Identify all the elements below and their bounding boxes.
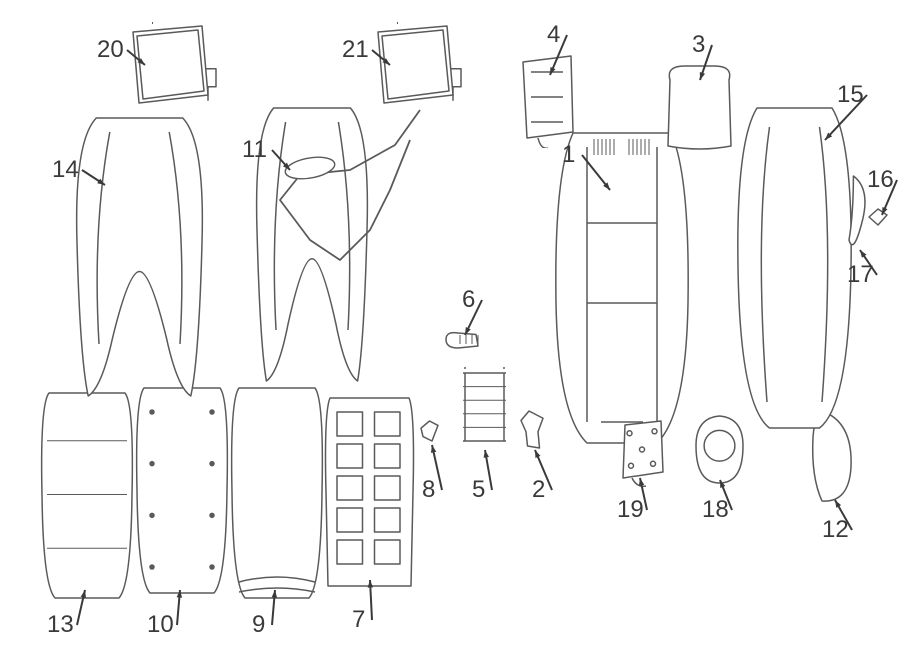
seat-back-pad — [132, 382, 238, 603]
clip — [417, 417, 448, 451]
callout-label-18: 18 — [702, 496, 729, 524]
callout-label-8: 8 — [422, 476, 435, 504]
lumbar-grid — [457, 367, 518, 453]
lumbar-motor — [442, 327, 488, 358]
control-module-left — [127, 22, 218, 113]
seat-back-foam — [227, 382, 333, 608]
seat-back-shell — [72, 112, 213, 408]
control-module-right — [372, 22, 463, 113]
callout-label-5: 5 — [472, 476, 485, 504]
seat-back-frame — [552, 127, 698, 453]
headrest-cover — [662, 62, 743, 158]
callout-label-20: 20 — [97, 36, 124, 64]
callout-label-2: 2 — [532, 476, 545, 504]
mechanism-module — [517, 52, 583, 148]
seat-back-heater-pad — [322, 392, 423, 598]
parts-diagram-canvas: 123456789101112131415161718192021 — [0, 0, 900, 661]
callout-label-4: 4 — [547, 21, 560, 49]
plate — [617, 417, 673, 488]
callout-label-21: 21 — [342, 36, 369, 64]
callout-label-3: 3 — [692, 31, 705, 59]
seat-back-panel-rear — [732, 102, 863, 438]
bracket-small — [517, 407, 553, 458]
seat-back-cover-outer — [37, 387, 143, 608]
callout-label-9: 9 — [252, 611, 265, 639]
callout-label-13: 13 — [47, 611, 74, 639]
callout-label-19: 19 — [617, 496, 644, 524]
trim-piece — [845, 172, 879, 263]
callout-label-6: 6 — [462, 286, 475, 314]
recliner-cover — [692, 412, 753, 493]
callout-label-12: 12 — [822, 516, 849, 544]
callout-label-10: 10 — [147, 611, 174, 639]
callout-label-7: 7 — [352, 606, 365, 634]
seat-back-cover-inner — [252, 102, 378, 393]
